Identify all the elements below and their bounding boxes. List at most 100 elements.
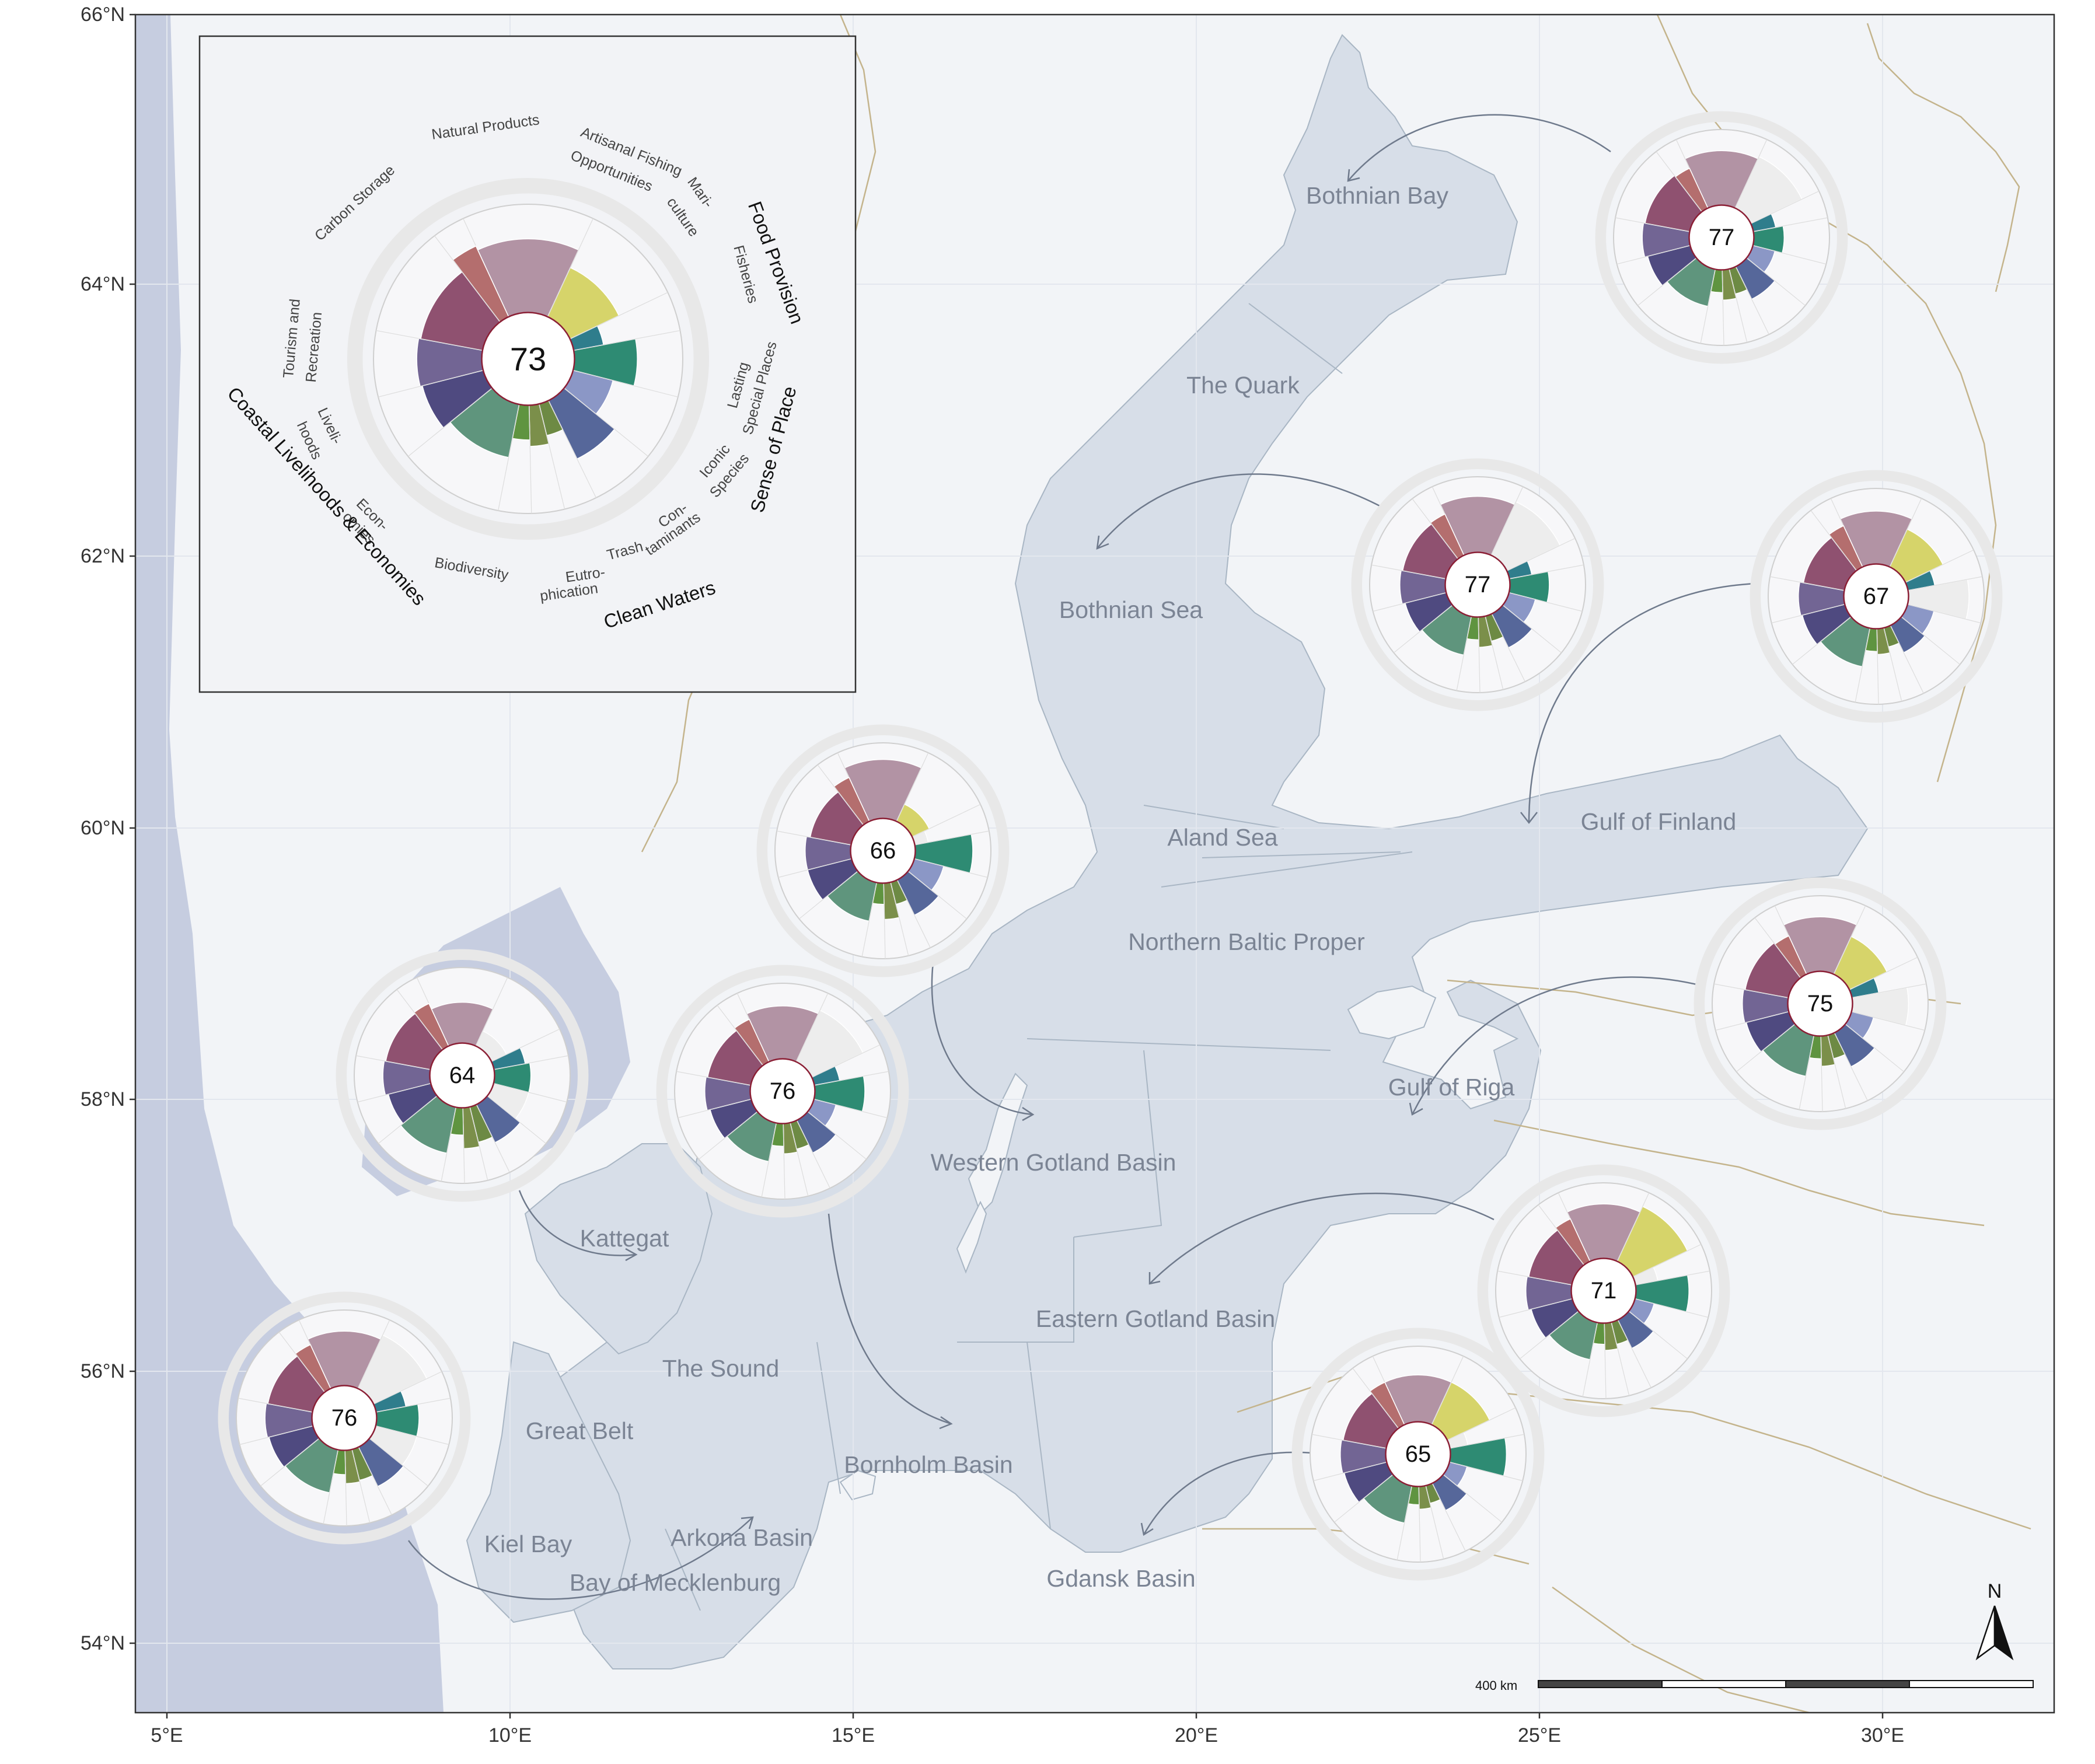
flower-spoke: [1635, 1298, 1709, 1318]
flower-spoke: [1700, 269, 1716, 344]
flower-spoke: [1418, 1486, 1421, 1562]
flower-spoke: [1746, 257, 1806, 306]
flower-center: [850, 818, 916, 884]
flower-halo: [347, 177, 710, 540]
saaremaa-island: [1347, 985, 1437, 1040]
flower-spoke: [376, 330, 483, 351]
flower-score: 67: [1863, 584, 1890, 609]
flower-spoke: [487, 1095, 546, 1144]
flower-spoke: [441, 1107, 456, 1182]
flower-spoke: [1450, 1434, 1524, 1449]
kattegat-water: [524, 1143, 713, 1355]
flower-spoke: [572, 370, 678, 397]
flower-spoke: [1313, 1462, 1387, 1482]
flower-spoke: [498, 404, 520, 511]
basin-label: Northern Baltic Proper: [1128, 928, 1365, 955]
flower-spoke: [796, 1120, 830, 1189]
flower-center: [1787, 970, 1853, 1037]
inset-flower: 73: [347, 177, 710, 540]
scale-bar: 400 km: [1475, 1678, 2034, 1693]
flower-spoke: [434, 235, 501, 323]
flower-spoke: [1352, 1368, 1399, 1429]
latitude-axis: 54°N 56°N 58°N 60°N 62°N 64°N 66°N: [81, 4, 135, 1654]
flower-spoke: [493, 1083, 567, 1103]
flower-spoke: [1908, 576, 1982, 591]
flower-spoke: [817, 764, 864, 826]
flower-spoke: [375, 1426, 449, 1445]
lat-tick-label: 60°N: [81, 817, 125, 839]
north-arrow-label: N: [1988, 1580, 2002, 1602]
flower-spoke: [1833, 905, 1866, 974]
flower-spoke: [469, 1106, 488, 1180]
flower-plot: 75: [1694, 877, 1947, 1130]
flower-spoke: [1628, 1311, 1688, 1360]
flower-spoke: [914, 858, 988, 878]
flower-spoke: [351, 1449, 371, 1523]
baltic-sea: [501, 34, 1869, 1669]
flower-spoke: [1890, 625, 1924, 694]
flower-spoke: [369, 1438, 428, 1487]
flower-spoke: [1425, 1485, 1444, 1559]
flower-halo: [1291, 1328, 1545, 1581]
flower-spoke: [357, 1319, 390, 1389]
flower-score: 71: [1591, 1278, 1617, 1304]
flower-spoke: [396, 989, 443, 1050]
flower-spoke: [1502, 605, 1562, 654]
flower-spoke: [373, 1371, 442, 1405]
flower-spoke: [1715, 1011, 1789, 1031]
flower-plot: 64: [336, 949, 589, 1202]
flower-score: 75: [1807, 991, 1834, 1017]
flower-spoke: [1412, 498, 1458, 560]
flower-spoke: [1876, 628, 1879, 704]
basin-labels: Bothnian Bay The Quark Bothnian Sea Aland S…: [484, 182, 1737, 1596]
flower-score: 73: [510, 341, 546, 378]
flower-spoke: [896, 879, 931, 948]
flower-spoke: [1396, 1486, 1412, 1560]
flower-center: [749, 1058, 816, 1124]
flower-spoke: [1582, 1322, 1598, 1397]
map-panel: Bothnian Bay The Quark Bothnian Sea Aland S…: [135, 15, 2054, 1713]
flower-spoke: [761, 1123, 777, 1197]
flower-halo: [336, 949, 589, 1202]
flower-spoke: [813, 1099, 888, 1119]
flower-spoke: [1834, 1032, 1868, 1101]
basin-label: Arkona Basin: [671, 1524, 813, 1551]
gotland-island: [968, 1073, 1028, 1215]
flower-spoke: [1506, 537, 1576, 571]
flower-spoke: [814, 1071, 889, 1086]
flower-spoke: [1905, 549, 1974, 583]
flower-spoke: [717, 1005, 763, 1066]
flower-spoke: [1770, 576, 1845, 591]
flower-spoke: [494, 1055, 568, 1070]
flower-spoke: [1312, 1434, 1387, 1449]
flower-spoke: [407, 387, 493, 457]
flower-spoke: [238, 1398, 313, 1413]
flower-spoke: [1509, 564, 1584, 579]
basin-label: Kattegat: [580, 1225, 669, 1252]
flower-spoke: [912, 804, 981, 837]
lon-tick-label: 30°E: [1861, 1724, 1904, 1746]
bornholm-island: [839, 1469, 877, 1501]
oland-island: [956, 1200, 987, 1274]
flower-spoke: [795, 993, 829, 1062]
flower-plot: 77: [1351, 458, 1604, 711]
flower-spoke: [1750, 190, 1820, 224]
basin-label: Bothnian Sea: [1059, 596, 1203, 623]
flower-spoke: [1632, 1243, 1702, 1277]
flower-spoke: [1456, 616, 1472, 691]
flower-spoke: [1735, 266, 1769, 335]
lat-tick-label: 62°N: [81, 545, 125, 567]
lon-tick-label: 5°E: [151, 1724, 183, 1746]
flower-spoke: [1443, 1474, 1502, 1523]
flower-spoke: [883, 883, 886, 959]
flower-spoke: [358, 1447, 392, 1515]
flower-spoke: [1499, 1298, 1573, 1318]
flower-spoke: [529, 405, 532, 514]
flower-spoke: [1611, 1322, 1630, 1396]
flower-spoke: [344, 1450, 347, 1526]
flower-spoke: [1520, 1311, 1579, 1360]
flower-spoke: [1616, 245, 1691, 265]
flower-center: [429, 1042, 495, 1109]
flower-score: 64: [449, 1063, 476, 1088]
